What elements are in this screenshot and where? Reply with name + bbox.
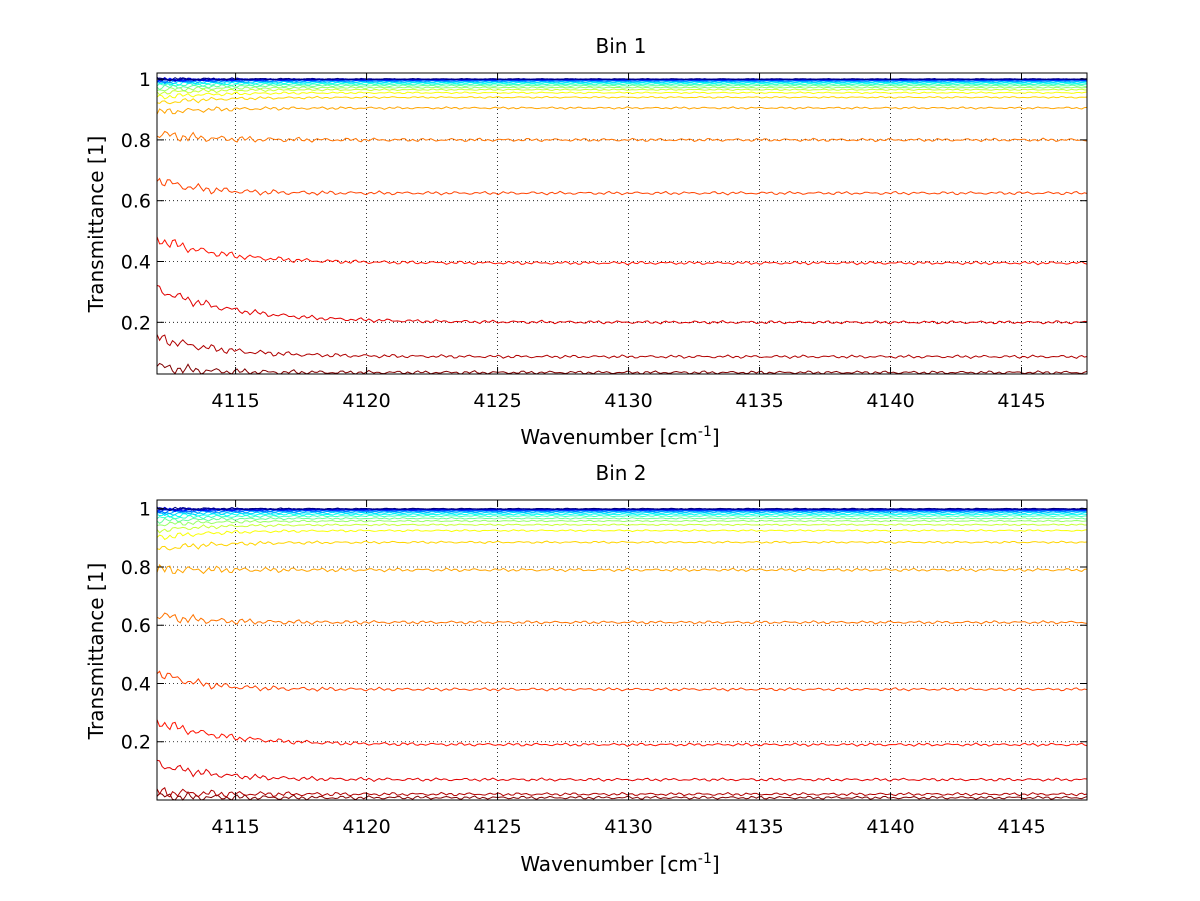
- series-line: [156, 334, 1088, 360]
- series-line: [156, 514, 1088, 520]
- series-line: [156, 236, 1088, 266]
- series-line: [156, 84, 1088, 91]
- y-tick-label: 0.4: [121, 673, 151, 695]
- series-line: [156, 95, 1088, 105]
- ticks: 4115 4120 4125 4130 4135 4140 4145 0.2 0.4 0.6 0.8…: [121, 499, 1087, 838]
- y-tick-label: 0.2: [121, 312, 151, 334]
- series-line: [156, 719, 1088, 747]
- plot-area: [157, 500, 1087, 800]
- series-line: [156, 82, 1088, 87]
- x-tick-label: 4140: [866, 390, 914, 412]
- series-line: [156, 787, 1088, 798]
- subplot-bin-2: Bin 2 4115 4120 4125 4130 4135 4140 4145 0.2 0.4…: [84, 461, 1088, 876]
- x-tick-label: 4120: [342, 390, 390, 412]
- subplot-bin-1: Bin 1 4115 4120 4125 4130 4135 4140 4145 0.2 0.4…: [84, 34, 1088, 449]
- x-tick-label: 4145: [997, 816, 1045, 838]
- x-tick-label: 4115: [211, 390, 259, 412]
- series-line: [156, 612, 1088, 626]
- series-line: [156, 512, 1088, 518]
- series-line: [156, 362, 1088, 375]
- series-line: [156, 177, 1088, 196]
- y-tick-label: 0.8: [121, 557, 151, 579]
- y-tick-label: 0.6: [121, 615, 151, 637]
- series-line: [156, 284, 1088, 325]
- x-tick-label: 4125: [473, 390, 521, 412]
- series-line: [156, 790, 1088, 801]
- x-tick-label: 4135: [735, 816, 783, 838]
- series-line: [156, 519, 1088, 527]
- series-lines: [156, 76, 1088, 375]
- series-line: [156, 564, 1088, 575]
- y-tick-label: 1: [139, 69, 151, 91]
- series-line: [156, 670, 1088, 692]
- axes-box: [156, 499, 1088, 801]
- y-tick-label: 0.4: [121, 252, 151, 274]
- series-line: [156, 759, 1088, 783]
- y-tick-label: 1: [139, 499, 151, 521]
- ticks: 4115 4120 4125 4130 4135 4140 4145 0.2 0.4 0.6 0.8…: [121, 69, 1087, 412]
- subplot-title: Bin 2: [595, 461, 646, 485]
- x-tick-label: 4135: [735, 390, 783, 412]
- series-line: [156, 529, 1088, 541]
- series-line: [156, 130, 1088, 143]
- series-line: [156, 91, 1088, 100]
- y-axis-label: Transmittance [1]: [84, 563, 108, 741]
- x-tick-label: 4125: [473, 816, 521, 838]
- y-tick-label: 0.6: [121, 191, 151, 213]
- series-line: [156, 76, 1088, 82]
- series-line: [156, 540, 1088, 551]
- series-lines: [156, 506, 1088, 801]
- y-tick-label: 0.8: [121, 130, 151, 152]
- series-line: [156, 106, 1088, 115]
- x-axis-label: Wavenumber [cm-1]: [520, 424, 719, 449]
- series-line: [156, 88, 1088, 96]
- x-tick-label: 4120: [342, 816, 390, 838]
- y-tick-label: 0.2: [121, 732, 151, 754]
- plot-area: [157, 73, 1087, 374]
- subplot-title: Bin 1: [595, 34, 646, 58]
- series-line: [156, 523, 1088, 534]
- series-line: [156, 506, 1088, 512]
- x-axis-label: Wavenumber [cm-1]: [520, 851, 719, 876]
- y-axis-label: Transmittance [1]: [84, 136, 108, 314]
- x-tick-label: 4130: [604, 390, 652, 412]
- series-line: [156, 81, 1088, 86]
- axes-box: [156, 72, 1088, 375]
- x-tick-label: 4140: [866, 816, 914, 838]
- x-tick-label: 4130: [604, 816, 652, 838]
- x-tick-label: 4145: [997, 390, 1045, 412]
- x-tick-label: 4115: [211, 816, 259, 838]
- series-line: [156, 516, 1088, 524]
- series-line: [156, 86, 1088, 92]
